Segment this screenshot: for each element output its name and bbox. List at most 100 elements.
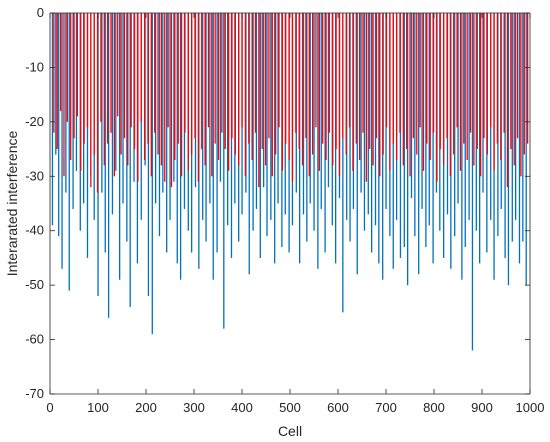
x-tick-label-2: 200: [135, 400, 157, 415]
bar-s1-7: [76, 13, 79, 117]
bar-s0-100: [410, 13, 413, 199]
bar-s1-41: [191, 13, 193, 155]
bar-s1-37: [177, 13, 179, 144]
bar-s1-58: [248, 13, 250, 144]
bar-s1-96: [375, 13, 378, 139]
bar-s1-38: [180, 13, 183, 177]
bar-s1-39: [184, 13, 186, 133]
bar-s1-74: [301, 13, 304, 166]
bar-s1-85: [338, 13, 341, 177]
bar-s0-62: [274, 13, 276, 264]
bar-s1-24: [133, 13, 136, 150]
bar-s0-32: [166, 13, 168, 253]
bar-s1-124: [469, 13, 472, 133]
y-tick-label-6: -60: [25, 332, 44, 347]
bar-s1-53: [231, 13, 233, 139]
bar-s1-110: [422, 13, 425, 171]
bar-s1-133: [500, 13, 502, 160]
bar-s1-128: [483, 13, 485, 139]
bar-s0-2: [58, 13, 60, 237]
y-tick-label-3: -30: [25, 168, 44, 183]
bar-s0-131: [522, 13, 524, 242]
bar-s0-1: [55, 13, 57, 155]
bar-s1-79: [318, 13, 320, 171]
y-tick-label-4: -40: [25, 223, 44, 238]
bar-s1-34: [167, 13, 169, 128]
bar-s0-43: [205, 13, 207, 242]
bar-s0-29: [155, 13, 157, 204]
bar-s1-68: [281, 13, 284, 171]
bar-s0-128: [511, 13, 513, 242]
bar-s1-112: [429, 13, 431, 160]
bar-s1-23: [130, 13, 132, 128]
y-tick-label-2: -20: [25, 114, 44, 129]
bar-s1-83: [332, 13, 334, 166]
bar-s0-63: [277, 13, 279, 204]
bar-s0-44: [209, 13, 211, 204]
bar-s1-17: [110, 13, 112, 133]
bar-s0-56: [252, 13, 254, 231]
bar-s0-129: [515, 13, 517, 220]
bar-s0-127: [507, 13, 510, 286]
y-tick-label-1: -10: [25, 59, 44, 74]
bar-s1-134: [503, 13, 505, 133]
bar-s0-99: [407, 13, 409, 286]
bar-s1-59: [251, 13, 253, 160]
y-tick-label-5: -50: [25, 277, 44, 292]
bar-s1-121: [459, 13, 462, 171]
bar-s0-0: [51, 13, 54, 226]
x-axis-label: Cell: [278, 423, 302, 439]
bar-s1-92: [362, 13, 364, 133]
bar-s0-103: [421, 13, 423, 209]
bar-s1-131: [493, 13, 495, 171]
bar-s1-140: [523, 13, 525, 155]
bar-s1-116: [443, 13, 445, 166]
bar-s0-21: [126, 13, 128, 242]
bar-s1-54: [234, 13, 236, 155]
bar-s1-78: [315, 13, 317, 128]
bar-s0-5: [68, 13, 70, 291]
bar-s1-91: [359, 13, 361, 160]
bar-s0-114: [461, 13, 463, 280]
bar-s1-94: [369, 13, 371, 150]
bar-s1-22: [127, 13, 129, 166]
bar-s1-138: [516, 13, 519, 139]
bar-s0-60: [266, 13, 268, 237]
bar-s1-9: [83, 13, 85, 144]
bar-s1-117: [446, 13, 448, 139]
bar-s1-63: [264, 13, 267, 166]
bar-s1-125: [473, 13, 475, 166]
bar-s1-97: [379, 13, 381, 177]
x-tick-label-0: 0: [46, 400, 53, 415]
bar-s1-119: [453, 13, 455, 155]
bar-s0-3: [61, 13, 63, 269]
bar-s0-85: [356, 13, 358, 275]
x-tick-label-3: 300: [183, 400, 205, 415]
bar-s1-77: [311, 13, 314, 155]
bar-s0-91: [378, 13, 380, 264]
bar-s0-15: [104, 13, 106, 253]
bar-s1-64: [268, 13, 270, 139]
bar-s1-70: [288, 13, 290, 160]
bar-s0-126: [504, 13, 506, 258]
bar-s1-0: [53, 13, 55, 133]
bar-s1-136: [510, 13, 512, 150]
bar-s1-113: [432, 13, 435, 133]
bar-s0-77: [327, 13, 330, 188]
bar-s0-42: [202, 13, 204, 220]
bar-s1-115: [439, 13, 441, 150]
bar-s1-84: [335, 13, 337, 150]
bar-s0-98: [403, 13, 405, 248]
bar-s1-19: [117, 13, 119, 117]
bar-s0-71: [306, 13, 308, 242]
bar-s0-33: [169, 13, 171, 220]
bar-s1-33: [164, 13, 166, 182]
bar-s1-14: [100, 13, 102, 122]
bar-s1-18: [113, 13, 116, 177]
x-tick-label-6: 600: [327, 400, 349, 415]
bar-s1-111: [426, 13, 428, 144]
x-axis: 0 100 200 300 400 500 600 700 800 900 1000: [46, 13, 544, 415]
bar-s1-32: [160, 13, 163, 166]
bar-s0-101: [414, 13, 416, 237]
